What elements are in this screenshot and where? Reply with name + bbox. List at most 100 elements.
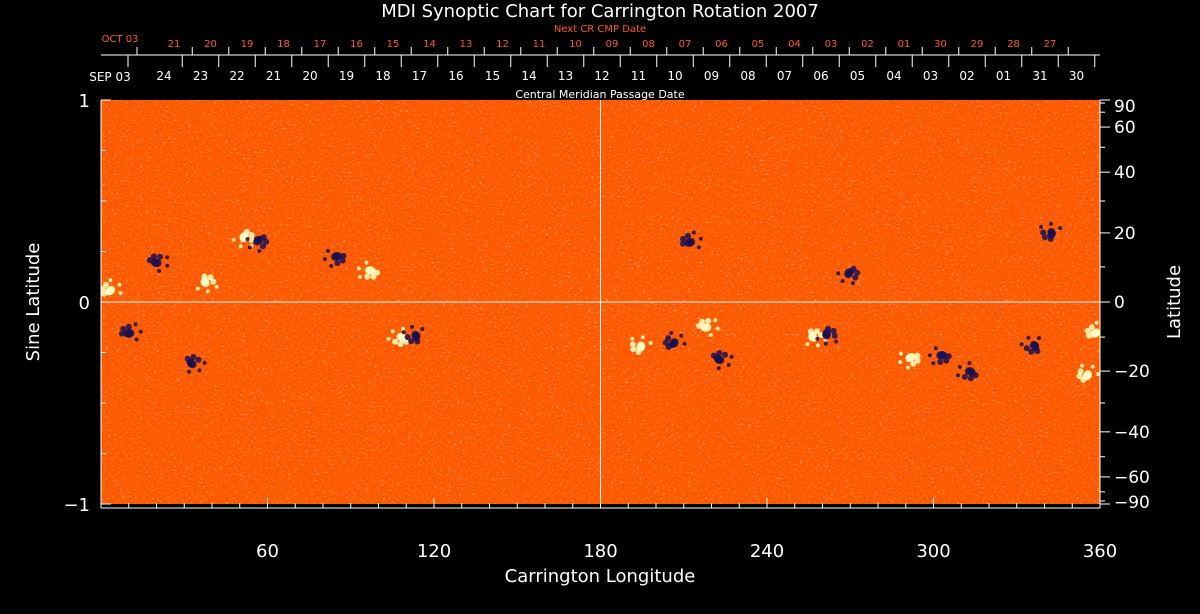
region-blob xyxy=(260,243,266,250)
region-blob xyxy=(248,232,255,238)
region-blob xyxy=(108,278,113,283)
region-blob xyxy=(1058,226,1063,231)
region-blob xyxy=(118,291,123,296)
top-main-date-label: 17 xyxy=(412,69,427,83)
region-blob xyxy=(636,343,645,352)
next-cr-axis-label: Next CR CMP Date xyxy=(554,24,646,35)
region-blob xyxy=(197,368,202,373)
region-blob xyxy=(906,365,910,370)
region-blob xyxy=(823,329,831,337)
y-left-axis-label: Sine Latitude xyxy=(23,243,44,362)
top-next-date-label: 29 xyxy=(971,39,984,50)
region-blob xyxy=(722,351,728,358)
y-right-tick-label: 40 xyxy=(1114,163,1136,183)
y-right-tick-label: −90 xyxy=(1114,493,1150,513)
active-region xyxy=(1019,335,1041,355)
active-region xyxy=(662,330,687,350)
region-blob xyxy=(648,341,653,345)
top-next-date-label: 11 xyxy=(533,39,546,50)
region-blob xyxy=(684,238,693,247)
region-blob xyxy=(967,368,976,377)
next-cr-month-label: OCT 03 xyxy=(102,34,139,45)
region-blob xyxy=(668,340,677,348)
active-region xyxy=(696,317,720,337)
region-blob xyxy=(908,353,917,362)
top-main-date-label: 01 xyxy=(996,69,1011,83)
region-blob xyxy=(401,326,405,331)
region-blob xyxy=(118,330,125,337)
region-blob xyxy=(1019,342,1024,347)
region-blob xyxy=(248,236,255,243)
region-blob xyxy=(120,325,127,332)
region-blob xyxy=(846,268,855,277)
region-blob xyxy=(150,258,159,267)
region-blob xyxy=(334,260,341,267)
active-region xyxy=(323,249,347,268)
top-next-date-label: 15 xyxy=(387,39,400,50)
top-next-date-label: 02 xyxy=(861,39,874,50)
region-blob xyxy=(117,282,122,287)
top-next-date-label: 16 xyxy=(350,39,363,50)
top-main-date-label: 23 xyxy=(193,69,208,83)
top-main-date-label: 19 xyxy=(339,69,354,83)
region-blob xyxy=(397,341,404,347)
top-next-date-label: 08 xyxy=(642,39,655,50)
region-blob xyxy=(392,338,399,345)
active-regions xyxy=(101,221,1107,383)
top-next-date-label: 28 xyxy=(1007,39,1020,50)
region-blob xyxy=(1026,335,1031,340)
region-blob xyxy=(830,327,837,334)
region-blob xyxy=(339,257,346,264)
region-blob xyxy=(329,264,334,268)
region-blob xyxy=(696,245,701,250)
top-main-date-label: 11 xyxy=(631,69,646,83)
region-blob xyxy=(205,289,210,294)
region-blob xyxy=(629,341,636,348)
region-blob xyxy=(1103,334,1107,338)
active-region xyxy=(101,278,123,297)
region-blob xyxy=(214,284,219,289)
region-blob xyxy=(726,363,731,367)
top-main-date-label: 05 xyxy=(850,69,865,83)
y-right-axis-label: Latitude xyxy=(1164,265,1185,339)
region-blob xyxy=(238,244,243,249)
region-blob xyxy=(401,330,406,335)
region-blob xyxy=(101,285,106,292)
top-next-date-label: 21 xyxy=(168,39,181,50)
region-blob xyxy=(157,269,161,273)
region-blob xyxy=(713,318,718,323)
region-blob xyxy=(1089,329,1098,338)
top-main-date-label: 06 xyxy=(813,69,828,83)
region-blob xyxy=(729,354,734,359)
region-blob xyxy=(698,236,703,241)
y-left-axis-ticks: 1 0 −1 xyxy=(63,91,111,516)
region-blob xyxy=(257,249,262,253)
region-blob xyxy=(640,335,645,340)
region-blob xyxy=(705,317,712,324)
top-main-date-label: 03 xyxy=(923,69,938,83)
active-region xyxy=(386,326,410,347)
region-blob xyxy=(1096,372,1100,377)
region-blob xyxy=(165,255,170,260)
top-main-date-label: 30 xyxy=(1069,69,1084,83)
active-region xyxy=(680,230,703,250)
region-blob xyxy=(1023,345,1030,352)
region-blob xyxy=(967,375,974,382)
region-blob xyxy=(910,360,917,367)
region-blob xyxy=(682,341,687,346)
region-blob xyxy=(195,356,202,363)
active-region xyxy=(898,351,921,370)
active-region xyxy=(146,253,170,273)
region-blob xyxy=(914,357,921,364)
region-blob xyxy=(103,281,110,288)
active-region xyxy=(118,322,143,342)
region-blob xyxy=(899,351,903,356)
region-blob xyxy=(956,373,960,378)
x-tick-label: 360 xyxy=(1083,541,1117,562)
region-blob xyxy=(1084,327,1091,334)
region-blob xyxy=(104,287,113,296)
y-right-tick-label: 90 xyxy=(1114,97,1136,117)
region-blob xyxy=(420,327,425,331)
